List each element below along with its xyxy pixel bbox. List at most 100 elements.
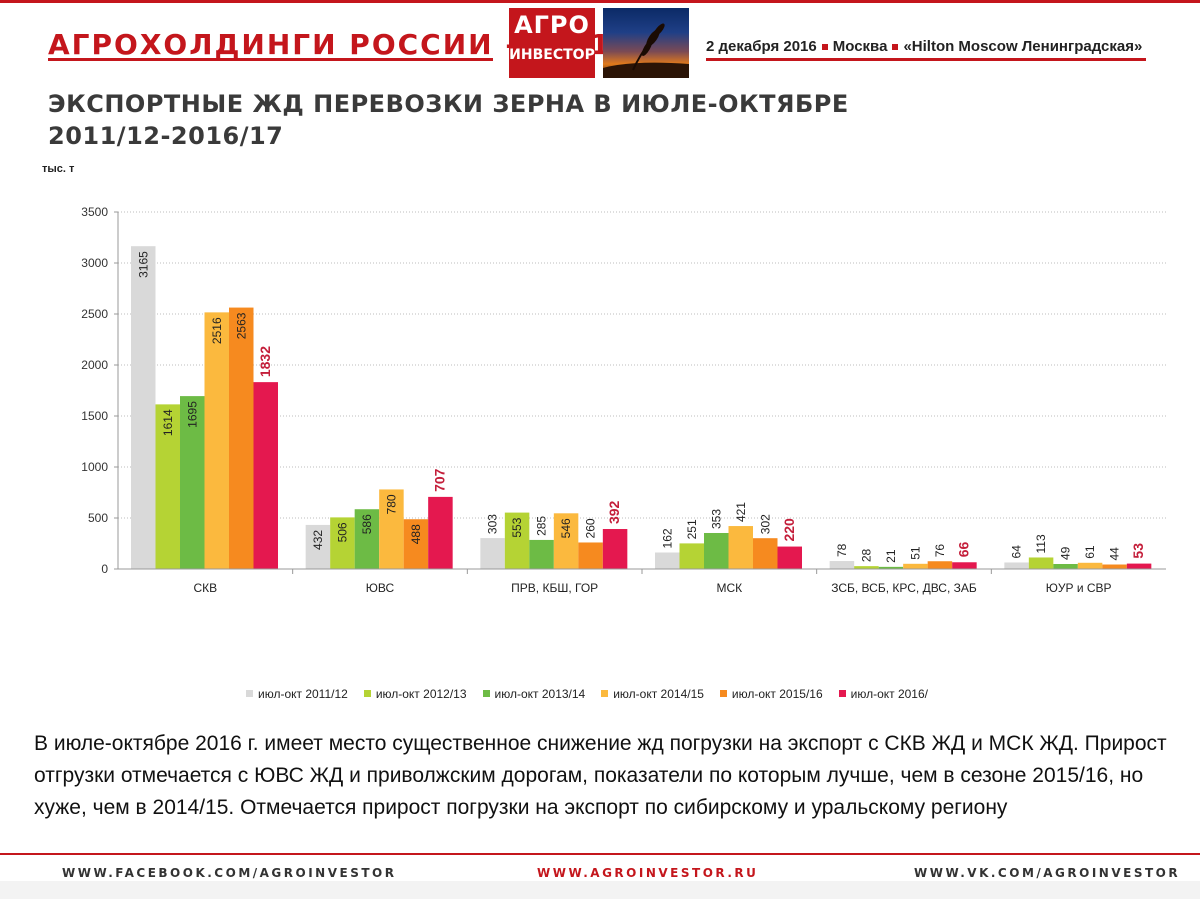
slide-title: ЭКСПОРТНЫЕ ЖД ПЕРЕВОЗКИ ЗЕРНА В ИЮЛЕ-ОКТ… [48,88,849,152]
y-tick-label: 2500 [81,307,108,321]
bar [379,489,404,569]
event-info: 2 декабря 2016 Москва «Hilton Moscow Ленин… [706,38,1142,55]
data-label: 302 [758,514,772,534]
bar [655,552,680,569]
logo-line-1: АГРО [514,11,590,39]
bar-chart: 0 500 1000 1500 2000 2500 3000 3500 3165 1614 169… [81,205,1166,595]
bar [553,513,579,569]
data-label: 44 [1108,547,1122,561]
data-label: 260 [584,518,598,538]
y-tick-label: 2000 [81,358,108,372]
data-label: 53 [1130,543,1146,559]
y-tick-label: 1500 [81,409,108,423]
bar [1102,564,1127,569]
footer-band [0,881,1200,899]
legend-swatch [482,690,490,697]
bar [1126,563,1152,569]
data-label: 553 [510,517,524,537]
logo-line-2: ИНВЕСТОР [509,47,595,63]
data-label: 64 [1010,545,1024,559]
data-label: 707 [431,468,447,492]
agroinvestor-logo[interactable]: АГРО ИНВЕСТОР [509,8,595,78]
data-label: 353 [709,509,723,529]
data-label: 1832 [257,346,273,377]
x-axis-ticks: СКВ ЮВС ПРВ, КБШ, ГОР МСК ЗСБ, ВСБ, КРС, ДВС… [118,568,1166,595]
bar [1077,562,1103,569]
bar [1053,564,1078,569]
bullet-square-icon [821,44,828,50]
bar [403,519,429,569]
legend-item: июл-окт 2016/ [838,687,928,701]
bar [180,396,205,569]
footer-site-link[interactable]: WWW.AGROINVESTOR.RU [537,866,759,880]
y-tick-label: 3000 [81,256,108,270]
bar [354,509,380,569]
legend-swatch [719,690,727,697]
bar [204,312,229,569]
bar [927,561,953,569]
data-label: 488 [409,524,423,544]
data-label: 162 [660,528,674,548]
x-tick-label: СКВ [193,581,217,595]
bar [504,512,530,569]
slide-title-line-2: 2011/12-2016/17 [48,122,284,150]
footer-facebook-link[interactable]: WWW.FACEBOOK.COM/AGROINVESTOR [62,866,397,880]
bar [679,543,704,569]
legend-item: июл-окт 2012/13 [363,687,467,701]
data-label: 66 [955,541,971,557]
legend-swatch [246,690,253,697]
bar [602,529,628,569]
slide-commentary: В июле-октябре 2016 г. имеет место сущес… [34,732,1167,819]
data-label: 392 [606,500,622,524]
y-tick-label: 0 [101,562,108,576]
bar [854,566,879,569]
chart-legend: июл-окт 2011/12 июл-окт 2012/13 июл-окт 20… [246,687,944,701]
footer-vk-link[interactable]: WWW.VK.COM/AGROINVESTOR [914,866,1181,880]
x-tick-label: ЮУР и СВР [1046,581,1112,595]
grid-lines [118,211,1166,519]
data-label: 113 [1034,534,1048,553]
y-axis-unit-label: тыс. т [42,163,75,175]
x-tick-label: МСК [717,581,743,595]
bar [229,307,254,569]
bullet-square-icon [892,44,899,50]
x-tick-label: ПРВ, КБШ, ГОР [511,581,598,595]
legend-label: июл-окт 2013/14 [494,687,586,701]
legend-label: июл-окт 2016/ [850,687,928,701]
data-label: 2516 [210,317,224,344]
data-label: 421 [734,502,748,522]
bar [1028,557,1054,569]
y-tick-label: 1000 [81,460,108,474]
data-label: 61 [1083,545,1097,559]
x-tick-label: ЗСБ, ВСБ, КРС, ДВС, ЗАБ [831,581,977,595]
bar [704,532,729,569]
wheat-sunset-image [603,8,689,78]
data-label: 1695 [185,401,199,428]
legend-item: июл-окт 2011/12 [246,687,348,701]
bar [952,562,977,569]
data-label: 2563 [234,312,248,339]
data-label: 780 [384,494,398,514]
bars [131,246,1152,570]
legend-item: июл-окт 2015/16 [719,687,823,701]
data-label: 432 [311,530,325,550]
legend-label: июл-окт 2014/15 [613,687,704,701]
legend-item: июл-окт 2014/15 [601,687,704,701]
bar [903,563,928,569]
data-label: 586 [360,514,374,534]
bar [529,539,554,569]
footer-rule [0,853,1200,855]
data-label: 220 [781,518,797,542]
bar [131,246,156,570]
data-label: 3165 [136,251,150,278]
wheat-silhouette-icon [603,23,689,78]
bar [480,538,505,569]
x-tick-label: ЮВС [366,581,395,595]
legend-label: июл-окт 2015/16 [731,687,823,701]
bar [330,517,355,569]
legend-swatch [838,690,846,697]
y-axis-ticks: 0 500 1000 1500 2000 2500 3000 3500 [81,205,119,576]
y-tick-label: 500 [88,511,108,525]
top-accent-line [0,0,1200,3]
bar [155,404,180,569]
